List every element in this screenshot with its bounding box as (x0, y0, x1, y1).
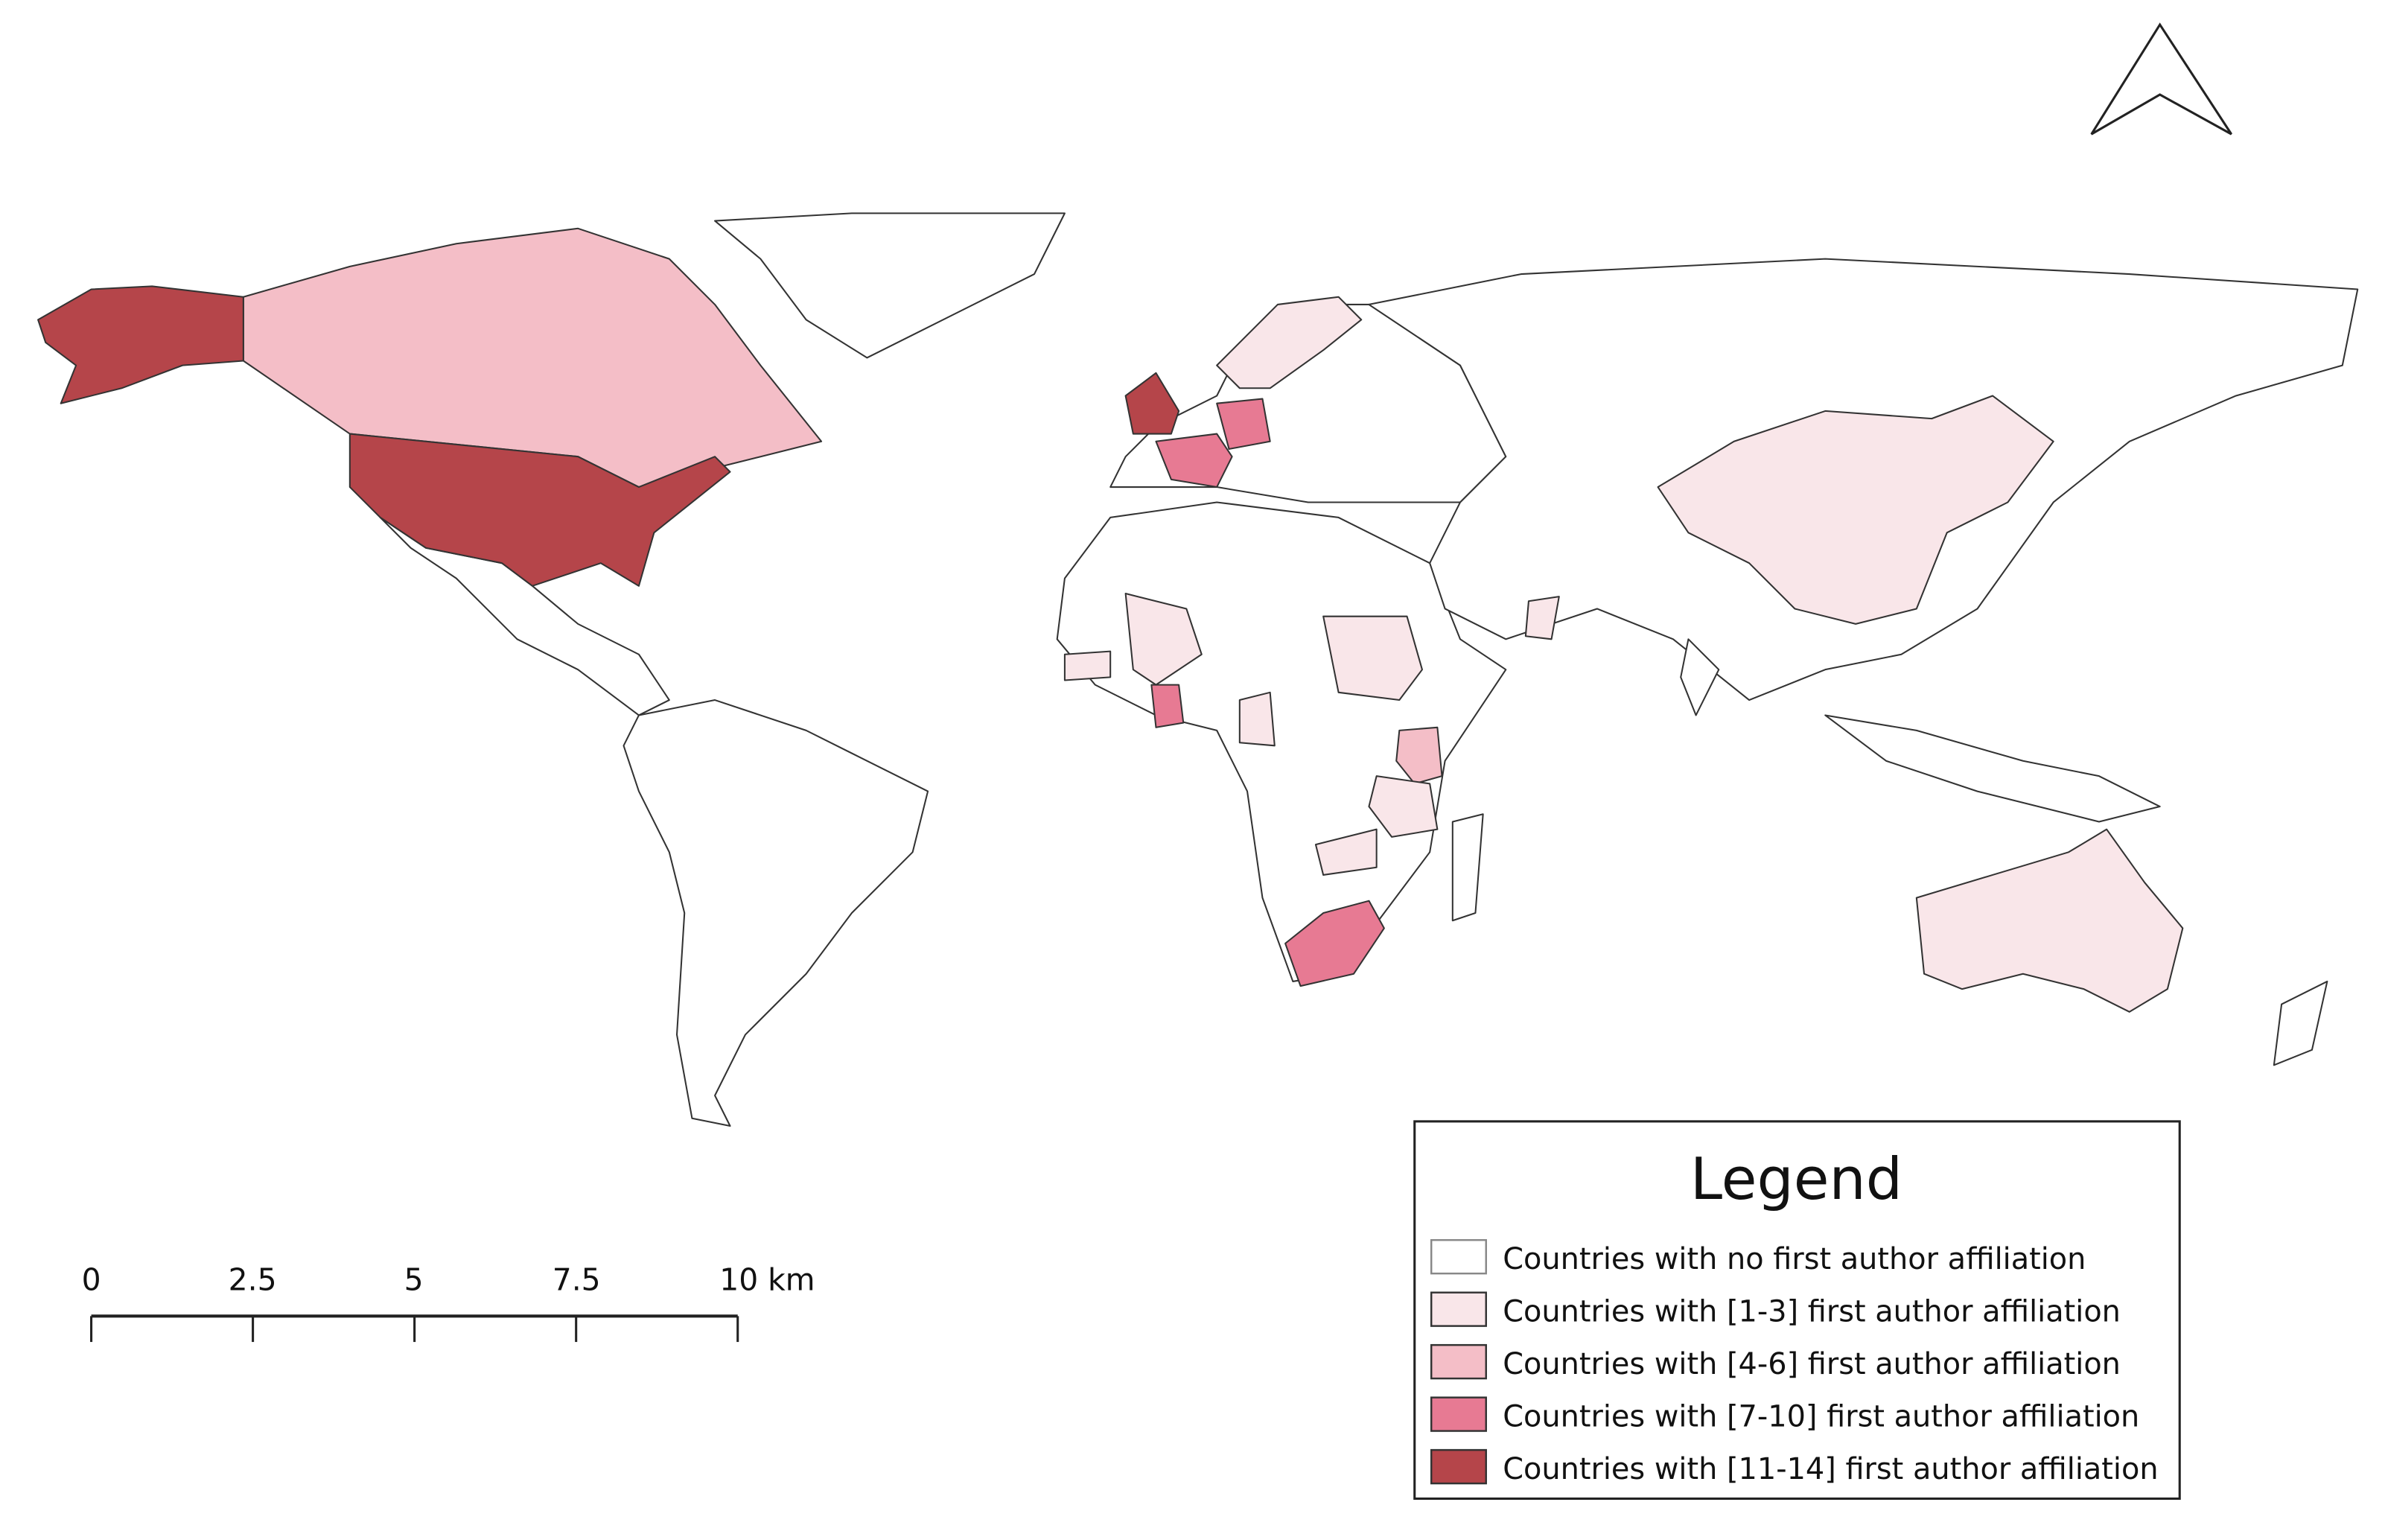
country-class-1-3 (1368, 775, 1439, 838)
landmass-new-zealand (2273, 980, 2328, 1066)
map-countries (37, 212, 2359, 1127)
country-class-7-10 (1155, 433, 1233, 489)
legend-label: Countries with [1-3] first author affili… (1503, 1294, 2121, 1329)
legend-swatch (1430, 1238, 1487, 1275)
legend-label: Countries with no first author affiliati… (1503, 1242, 2086, 1276)
country-class-1-3 (1238, 691, 1276, 747)
landmass-south-america (622, 699, 929, 1127)
country-class-11-14 (348, 433, 731, 587)
country-class-1-3 (1216, 296, 1363, 389)
north-arrow-icon (2090, 22, 2232, 136)
scale-label-5: 5 (404, 1262, 424, 1298)
country-class-1-3 (1524, 596, 1560, 640)
country-class-1-3 (1915, 828, 2184, 1013)
landmass-madagascar (1451, 813, 1484, 922)
legend: Legend Countries with no first author af… (1413, 1120, 2181, 1500)
scale-label-2-5: 2.5 (229, 1262, 277, 1298)
country-class-1-3 (1063, 650, 1112, 681)
country-class-7-10 (1216, 398, 1271, 451)
country-class-11-14 (1124, 372, 1180, 435)
landmass-indonesia (1824, 714, 2161, 823)
legend-label: Countries with [7-10] first author affil… (1503, 1399, 2139, 1434)
legend-swatch (1430, 1396, 1487, 1432)
legend-label: Countries with [11-14] first author affi… (1503, 1452, 2158, 1486)
legend-swatch (1430, 1448, 1487, 1485)
country-class-1-3 (1322, 615, 1423, 701)
legend-label: Countries with [4-6] first author affili… (1503, 1347, 2121, 1381)
scale-label-7-5: 7.5 (553, 1262, 601, 1298)
country-class-7-10 (1284, 900, 1385, 987)
scale-bar: 0 2.5 5 7.5 10 km (82, 1262, 815, 1343)
country-class-1-3 (1124, 593, 1203, 686)
legend-swatch (1430, 1291, 1487, 1327)
country-class-7-10 (1150, 684, 1185, 728)
country-class-1-3 (1657, 395, 2054, 625)
country-class-4-6 (1395, 726, 1443, 785)
scale-label-10km: 10 km (719, 1262, 815, 1298)
landmass-sri-lanka-india-tip (1680, 638, 1720, 716)
country-class-4-6 (242, 227, 823, 489)
country-class-1-3 (1314, 828, 1378, 876)
legend-title: Legend (1690, 1146, 1902, 1213)
landmass-greenland (714, 212, 1066, 359)
country-class-11-14 (37, 285, 244, 404)
scale-label-0: 0 (82, 1262, 101, 1298)
legend-swatch (1430, 1343, 1487, 1380)
